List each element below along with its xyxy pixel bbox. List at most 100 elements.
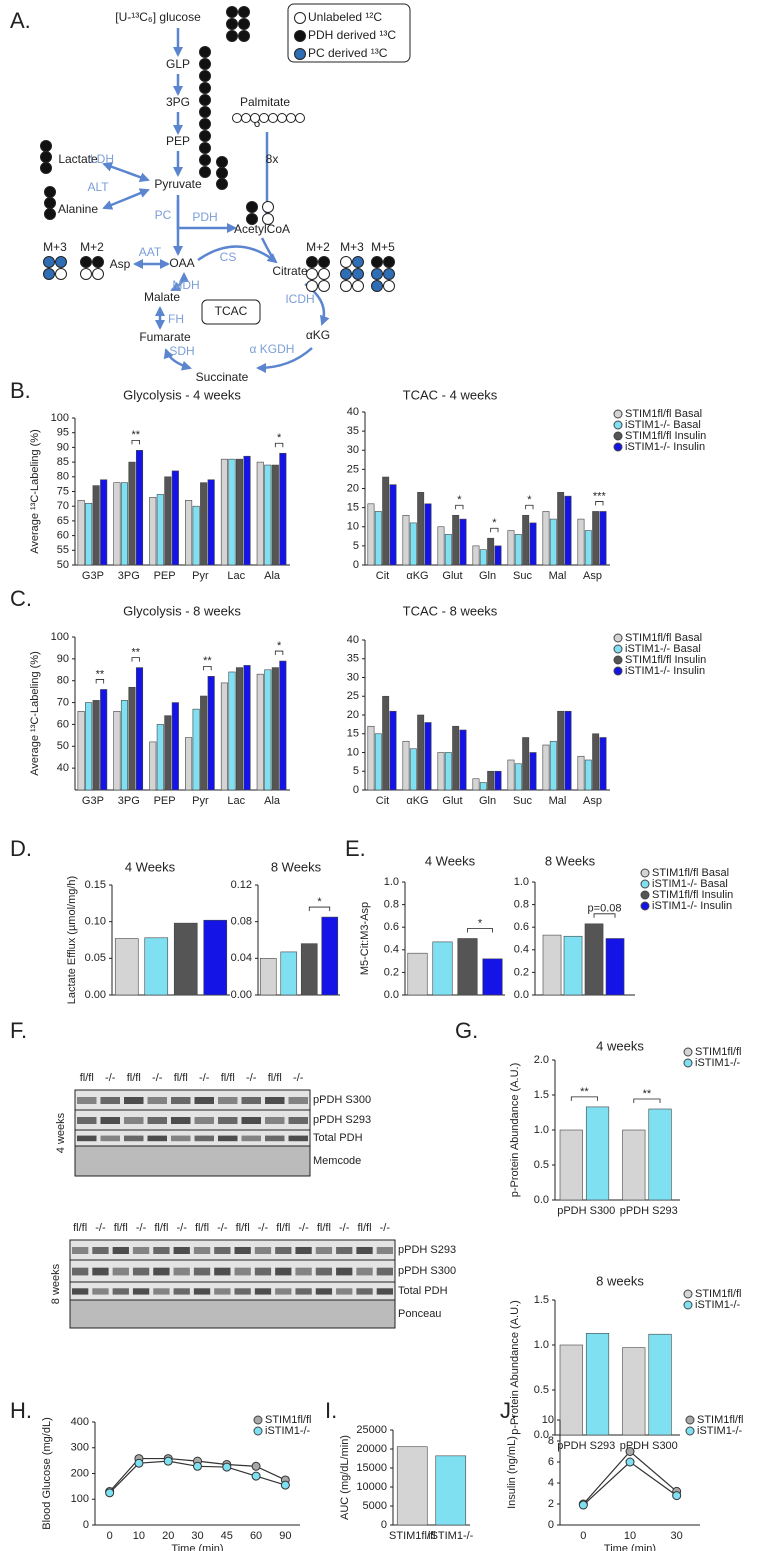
bar bbox=[92, 700, 100, 791]
annotation: ** bbox=[96, 668, 105, 680]
bar bbox=[382, 476, 390, 566]
lane-label: -/- bbox=[298, 1222, 309, 1234]
blot-row-label: pPDH S300 bbox=[398, 1265, 456, 1277]
metabolite: Malate bbox=[144, 290, 180, 304]
metabolite: OAA bbox=[169, 256, 194, 270]
isotope-dot bbox=[55, 256, 67, 268]
y-tick-label: 1.5 bbox=[534, 1294, 549, 1306]
point bbox=[193, 1461, 202, 1471]
isotope-dot bbox=[352, 268, 364, 280]
bar bbox=[514, 534, 522, 566]
chart-title: 4 Weeks bbox=[125, 859, 176, 874]
blot-band bbox=[124, 1097, 144, 1104]
bar bbox=[472, 545, 480, 566]
legend-label: iSTIM1-/- bbox=[697, 1425, 743, 1437]
y-tick-label: 2 bbox=[548, 1498, 554, 1510]
bar bbox=[171, 470, 179, 566]
x-tick-label: Glut bbox=[442, 795, 462, 807]
bar bbox=[243, 665, 251, 791]
lane-label: -/- bbox=[380, 1222, 391, 1234]
point bbox=[578, 1500, 588, 1510]
y-tick-label: 40 bbox=[347, 634, 359, 646]
bar bbox=[457, 938, 478, 996]
bar bbox=[235, 458, 244, 566]
bar bbox=[113, 711, 121, 791]
lane-label: -/- bbox=[105, 1072, 116, 1084]
blot-band bbox=[132, 1267, 150, 1276]
y-tick-label: 40 bbox=[57, 762, 69, 774]
bar bbox=[424, 722, 432, 791]
blot-band bbox=[153, 1288, 170, 1295]
x-tick-label: αKG bbox=[406, 570, 428, 582]
y-tick-label: 0 bbox=[381, 1519, 387, 1531]
legend-label: STIM1fl/fl Basal bbox=[625, 408, 702, 420]
annotation: p=0.08 bbox=[588, 903, 622, 915]
significance-bracket bbox=[274, 650, 284, 656]
blot-band bbox=[356, 1247, 373, 1254]
y-tick-label: 4 bbox=[548, 1477, 554, 1489]
isotope-dot bbox=[80, 268, 92, 280]
blot-band bbox=[295, 1267, 312, 1276]
bar bbox=[113, 482, 121, 566]
annotation: * bbox=[478, 917, 483, 929]
y-tick-label: 0.6 bbox=[384, 921, 399, 933]
blot-band bbox=[112, 1288, 129, 1295]
bar bbox=[599, 737, 607, 791]
y-tick-label: 80 bbox=[57, 471, 69, 483]
bar bbox=[482, 958, 503, 996]
legend-label: PDH derived ¹³C bbox=[308, 28, 396, 42]
bar bbox=[367, 725, 375, 791]
arrow bbox=[176, 200, 237, 233]
legend-swatch bbox=[613, 409, 623, 419]
y-tick-label: 0.4 bbox=[384, 944, 399, 956]
bar bbox=[648, 1333, 672, 1436]
isotope-dot bbox=[55, 268, 67, 280]
bar bbox=[479, 782, 487, 791]
blot-band bbox=[214, 1247, 231, 1254]
blot-band bbox=[275, 1247, 292, 1254]
bar bbox=[114, 938, 139, 996]
metabolite: Fumarate bbox=[139, 330, 191, 344]
bar bbox=[192, 708, 200, 791]
isotope-dot bbox=[383, 280, 395, 292]
bar bbox=[507, 759, 515, 791]
metabolite: GLP bbox=[166, 57, 190, 71]
point bbox=[625, 1457, 635, 1467]
panel-label: G. bbox=[455, 1018, 478, 1043]
blot-band bbox=[124, 1135, 144, 1142]
bar bbox=[407, 952, 428, 996]
y-tick-label: 70 bbox=[57, 696, 69, 708]
annotation: * bbox=[457, 494, 462, 506]
isotope-dot bbox=[226, 30, 238, 42]
blot-band bbox=[356, 1267, 373, 1276]
legend-label: STIM1fl/fl Insulin bbox=[625, 430, 706, 442]
annotation: ** bbox=[203, 655, 212, 667]
blot-row-label: pPDH S293 bbox=[313, 1114, 371, 1126]
bar bbox=[92, 485, 100, 566]
enzyme: LDH bbox=[90, 152, 114, 166]
x-tick-label: 10 bbox=[133, 1530, 145, 1542]
x-tick-label: Pyr bbox=[192, 570, 209, 582]
isotope-dot bbox=[232, 113, 242, 123]
bar bbox=[559, 1129, 583, 1201]
legend-box bbox=[287, 3, 411, 63]
y-tick-label: 1.0 bbox=[534, 1339, 549, 1351]
isotope-dot bbox=[371, 256, 383, 268]
isotope-dot bbox=[383, 256, 395, 268]
y-tick-label: 30 bbox=[347, 671, 359, 683]
bar bbox=[622, 1347, 646, 1436]
legend-label: iSTIM1-/- Insulin bbox=[652, 900, 732, 912]
y-tick-label: 0.4 bbox=[514, 944, 529, 956]
bar bbox=[494, 770, 502, 791]
isotope-dot bbox=[199, 70, 211, 82]
y-tick-label: 0.00 bbox=[231, 989, 252, 1001]
blot-band bbox=[218, 1117, 238, 1124]
blot-band bbox=[234, 1288, 251, 1295]
isotope-dot bbox=[226, 18, 238, 30]
bar bbox=[584, 923, 604, 996]
isotope-dot bbox=[294, 30, 306, 42]
isotope-dot bbox=[44, 186, 56, 198]
blot-band bbox=[194, 1135, 214, 1142]
y-tick-label: 95 bbox=[57, 427, 69, 439]
isotope-dot bbox=[199, 82, 211, 94]
